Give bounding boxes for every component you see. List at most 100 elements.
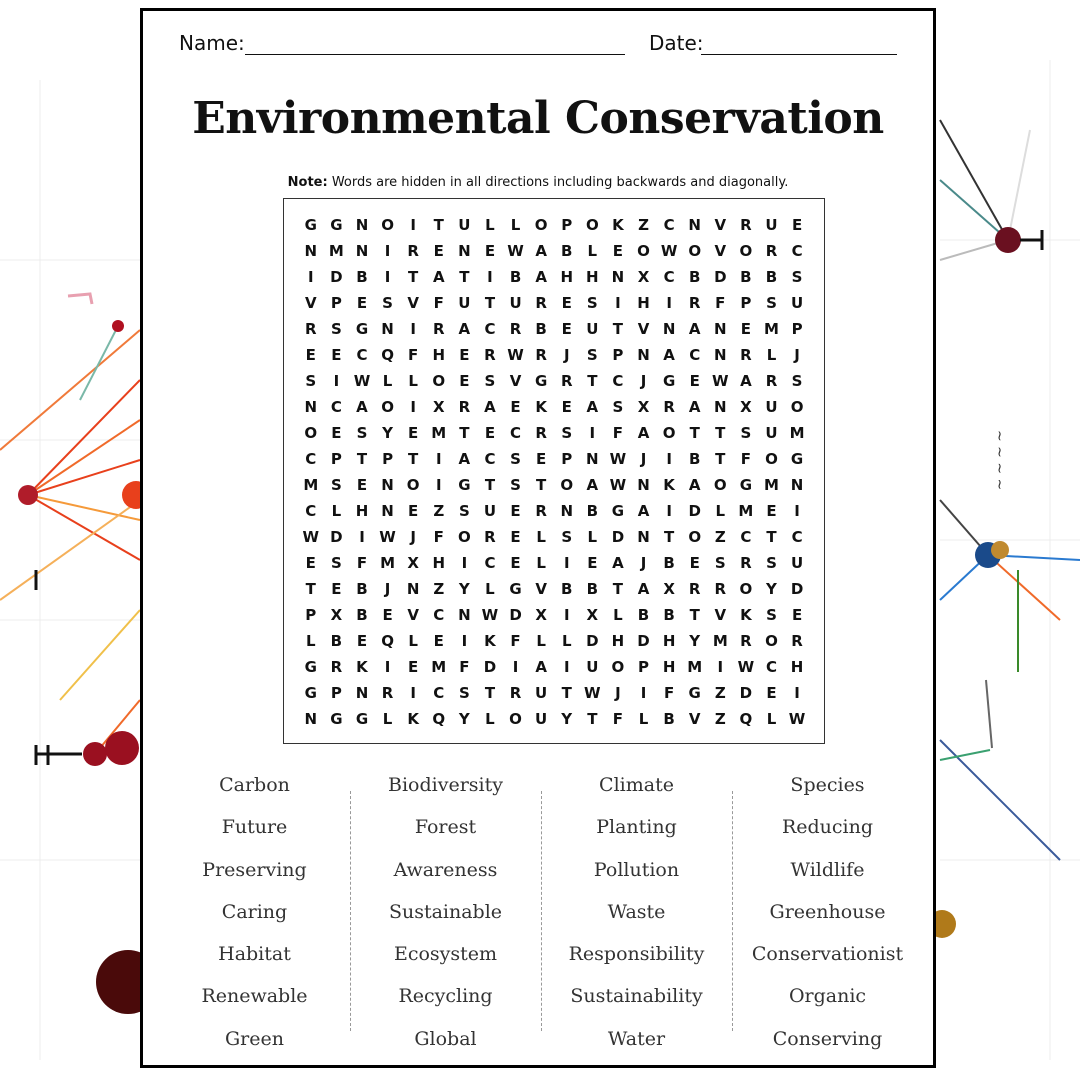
grid-letter[interactable]: L — [485, 710, 495, 728]
grid-letter[interactable]: T — [612, 580, 624, 598]
grid-letter[interactable]: V — [714, 216, 727, 234]
grid-letter[interactable]: T — [612, 320, 624, 338]
grid-letter[interactable]: O — [381, 398, 394, 416]
grid-letter[interactable]: S — [330, 320, 342, 338]
grid-letter[interactable]: N — [355, 242, 369, 260]
grid-letter[interactable]: L — [408, 632, 418, 650]
grid-letter[interactable]: W — [507, 346, 524, 364]
grid-letter[interactable]: U — [790, 554, 804, 572]
grid-letter[interactable]: H — [611, 632, 625, 650]
grid-letter[interactable]: E — [484, 242, 496, 260]
grid-letter[interactable]: W — [737, 658, 755, 676]
date-field[interactable] — [701, 54, 897, 55]
grid-letter[interactable]: E — [510, 528, 521, 546]
grid-letter[interactable]: O — [611, 658, 625, 676]
grid-letter[interactable]: R — [740, 632, 752, 650]
grid-letter[interactable]: R — [765, 242, 778, 260]
grid-letter[interactable]: S — [330, 554, 342, 572]
grid-letter[interactable]: O — [304, 424, 318, 442]
grid-letter[interactable]: K — [407, 710, 419, 728]
grid-letter[interactable]: A — [432, 268, 445, 286]
grid-letter[interactable]: W — [712, 372, 729, 390]
grid-letter[interactable]: I — [487, 268, 493, 286]
grid-letter[interactable]: A — [535, 268, 547, 286]
grid-letter[interactable]: G — [304, 658, 317, 676]
grid-letter[interactable]: R — [740, 346, 752, 364]
grid-letter[interactable]: U — [535, 710, 548, 728]
grid-letter[interactable]: O — [688, 528, 702, 546]
grid-letter[interactable]: L — [613, 606, 623, 624]
grid-letter[interactable]: T — [459, 268, 470, 286]
grid-letter[interactable]: J — [640, 450, 647, 468]
grid-letter[interactable]: D — [637, 632, 650, 650]
grid-letter[interactable]: B — [535, 320, 547, 338]
grid-letter[interactable]: F — [612, 710, 624, 728]
grid-letter[interactable]: S — [766, 606, 777, 624]
grid-letter[interactable]: O — [457, 528, 471, 546]
grid-letter[interactable]: S — [766, 554, 777, 572]
grid-letter[interactable]: E — [612, 242, 624, 260]
grid-letter[interactable]: M — [303, 476, 319, 494]
grid-letter[interactable]: L — [638, 710, 649, 728]
grid-letter[interactable]: V — [688, 710, 701, 728]
grid-letter[interactable]: U — [509, 294, 522, 312]
grid-letter[interactable]: C — [484, 554, 496, 572]
grid-letter[interactable]: E — [536, 450, 547, 468]
grid-letter[interactable]: P — [561, 450, 573, 468]
grid-letter[interactable]: X — [740, 398, 752, 416]
grid-letter[interactable]: B — [561, 580, 573, 598]
grid-letter[interactable]: S — [586, 294, 598, 312]
grid-letter[interactable]: Z — [714, 528, 726, 546]
grid-letter[interactable]: I — [384, 658, 391, 676]
grid-letter[interactable]: L — [485, 216, 495, 234]
grid-letter[interactable]: G — [355, 710, 369, 728]
grid-letter[interactable]: T — [663, 528, 675, 546]
grid-letter[interactable]: G — [330, 710, 343, 728]
grid-letter[interactable]: G — [739, 476, 753, 494]
grid-letter[interactable]: N — [304, 710, 318, 728]
grid-letter[interactable]: O — [790, 398, 804, 416]
grid-letter[interactable]: I — [794, 502, 800, 520]
grid-letter[interactable]: D — [611, 528, 625, 546]
grid-letter[interactable]: F — [740, 450, 752, 468]
grid-letter[interactable]: X — [663, 580, 675, 598]
grid-letter[interactable]: U — [790, 294, 804, 312]
grid-letter[interactable]: P — [561, 216, 573, 234]
grid-letter[interactable]: S — [356, 424, 368, 442]
grid-letter[interactable]: W — [379, 528, 396, 546]
grid-letter[interactable]: I — [563, 554, 570, 572]
grid-letter[interactable]: I — [410, 684, 416, 702]
grid-letter[interactable]: C — [765, 658, 777, 676]
grid-letter[interactable]: C — [612, 372, 624, 390]
grid-letter[interactable]: N — [586, 450, 599, 468]
grid-letter[interactable]: C — [433, 684, 445, 702]
grid-letter[interactable]: L — [382, 710, 393, 728]
grid-letter[interactable]: C — [433, 606, 445, 624]
grid-letter[interactable]: G — [509, 580, 522, 598]
grid-letter[interactable]: N — [304, 398, 318, 416]
grid-letter[interactable]: E — [408, 658, 419, 676]
grid-letter[interactable]: W — [660, 242, 678, 260]
grid-letter[interactable]: P — [740, 294, 752, 312]
grid-letter[interactable]: U — [586, 658, 599, 676]
grid-letter[interactable]: B — [586, 502, 599, 520]
grid-letter[interactable]: L — [536, 528, 546, 546]
grid-letter[interactable]: S — [791, 268, 803, 286]
grid-letter[interactable]: N — [381, 502, 394, 520]
grid-letter[interactable]: K — [612, 216, 624, 234]
grid-letter[interactable]: M — [380, 554, 396, 572]
grid-letter[interactable]: J — [640, 372, 647, 390]
grid-letter[interactable]: G — [611, 502, 625, 520]
grid-letter[interactable]: B — [356, 606, 368, 624]
grid-letter[interactable]: Q — [432, 710, 446, 728]
grid-letter[interactable]: E — [561, 320, 572, 338]
grid-letter[interactable]: A — [612, 554, 624, 572]
grid-letter[interactable]: B — [586, 580, 599, 598]
grid-letter[interactable]: X — [407, 554, 419, 572]
grid-letter[interactable]: R — [740, 216, 752, 234]
grid-letter[interactable]: G — [790, 450, 804, 468]
grid-letter[interactable]: I — [410, 398, 416, 416]
grid-letter[interactable]: J — [794, 346, 800, 364]
grid-letter[interactable]: P — [330, 684, 342, 702]
grid-letter[interactable]: V — [509, 372, 522, 390]
